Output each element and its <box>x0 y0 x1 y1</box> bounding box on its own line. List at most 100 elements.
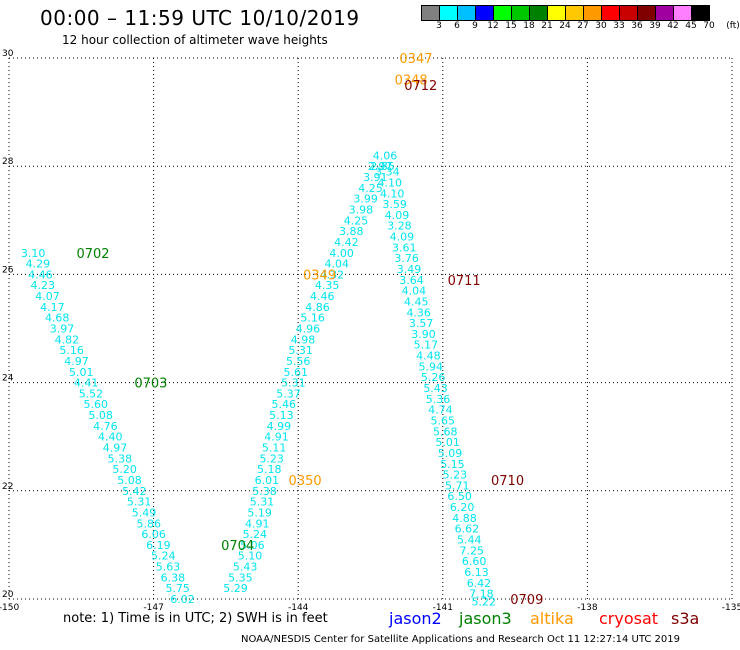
pass-time-label: 0712 <box>404 79 437 94</box>
swh-data-point: 5.09 <box>438 447 463 460</box>
scale-label: 39 <box>649 21 661 31</box>
swh-data-point: 4.86 <box>305 301 330 314</box>
swh-data-point: 4.98 <box>291 333 316 346</box>
swh-data-point: 6.38 <box>161 571 186 584</box>
swh-data-point: 5.31 <box>281 377 306 390</box>
swh-data-point: 3.99 <box>353 193 378 206</box>
x-tick-label: -150 <box>0 603 19 613</box>
page-title: 00:00 – 11:59 UTC 10/10/2019 <box>40 6 360 30</box>
pass-time-label: 0710 <box>491 474 524 489</box>
scale-swatch <box>620 6 638 20</box>
swh-data-point: 5.60 <box>84 398 109 411</box>
swh-data-point: 4.46 <box>310 290 335 303</box>
swh-data-point: 5.43 <box>423 382 448 395</box>
y-tick-label: 22 <box>2 482 13 492</box>
legend-cryosat: cryosat <box>599 609 659 628</box>
swh-data-point: 5.18 <box>257 463 282 476</box>
pass-time-label: 0703 <box>134 377 167 392</box>
swh-data-point: 3.61 <box>392 241 417 254</box>
scale-label: 21 <box>541 21 553 31</box>
swh-data-point: 4.74 <box>428 404 453 417</box>
swh-data-point: 4.46 <box>28 268 53 281</box>
swh-data-point: 6.50 <box>447 490 472 503</box>
swh-data-point: 6.06 <box>141 528 166 541</box>
pass-time-label: 0704 <box>221 539 254 554</box>
scale-label: 18 <box>523 21 535 31</box>
scale-swatch <box>638 6 656 20</box>
swh-data-point: 5.06 <box>240 539 265 552</box>
pass-time-label: 0349 <box>303 268 336 283</box>
swh-data-point: 4.97 <box>103 442 128 455</box>
scale-swatch <box>548 6 566 20</box>
scale-swatch <box>440 6 458 20</box>
swh-data-point: 5.75 <box>165 582 190 595</box>
swh-data-point: 3.98 <box>349 203 374 216</box>
page-subtitle: 12 hour collection of altimeter wave hei… <box>62 33 328 47</box>
swh-data-point: 5.31 <box>288 344 313 357</box>
y-tick-label: 26 <box>2 265 14 275</box>
swh-data-point: 4.25 <box>358 182 383 195</box>
swh-data-point: 5.56 <box>286 355 311 368</box>
swh-data-point: 6.20 <box>450 501 475 514</box>
swh-data-point: 4.97 <box>64 355 89 368</box>
swh-data-point: 2.85 <box>370 160 395 173</box>
swh-data-point: 4.10 <box>380 187 405 200</box>
swh-data-point: 6.13 <box>464 566 489 579</box>
swh-data-point: 5.52 <box>79 387 104 400</box>
swh-data-point: 6.62 <box>455 523 480 536</box>
swh-data-point: 7.18 <box>469 588 494 601</box>
swh-data-point: 5.38 <box>108 452 133 465</box>
swh-data-point: 4.00 <box>329 247 354 260</box>
scale-swatch <box>530 6 548 20</box>
scale-swatch <box>692 6 709 20</box>
swh-data-point: 6.02 <box>170 593 195 606</box>
legend-altika: altika <box>530 609 574 628</box>
swh-data-point: 5.17 <box>414 339 439 352</box>
scale-label: 9 <box>472 21 478 31</box>
swh-data-point: 5.71 <box>445 479 470 492</box>
swh-data-point: 6.01 <box>255 474 280 487</box>
swh-data-point: 3.59 <box>382 198 407 211</box>
swh-data-point: 4.91 <box>245 517 270 530</box>
color-scale <box>421 5 710 21</box>
scale-swatch <box>512 6 530 20</box>
swh-data-point: 4.68 <box>45 312 70 325</box>
swh-data-point: 4.04 <box>402 285 427 298</box>
x-tick-label: -147 <box>143 603 163 613</box>
legend-s3a: s3a <box>671 609 700 628</box>
swh-data-point: 5.23 <box>443 469 468 482</box>
swh-data-point: 5.61 <box>284 366 309 379</box>
swh-data-point: 5.08 <box>117 474 142 487</box>
pass-time-label: 0702 <box>76 247 109 262</box>
note-text: note: 1) Time is in UTC; 2) SWH is in fe… <box>63 611 328 626</box>
swh-data-point: 6.42 <box>467 577 492 590</box>
swh-data-point: 3.28 <box>387 220 412 233</box>
swh-data-point: 4.06 <box>373 149 398 162</box>
swh-data-point: 2.97 <box>368 160 393 173</box>
y-tick-label: 20 <box>2 590 14 600</box>
scale-swatch <box>584 6 602 20</box>
swh-data-point: 5.26 <box>421 371 446 384</box>
scale-label: 45 <box>685 21 697 31</box>
pass-time-label: 0348 <box>395 74 428 89</box>
swh-data-point: 5.29 <box>223 582 248 595</box>
scale-swatch <box>494 6 512 20</box>
swh-data-point: 5.94 <box>419 360 444 373</box>
swh-data-point: 3.91 <box>363 171 388 184</box>
swh-data-point: 4.17 <box>40 301 65 314</box>
scale-label: 24 <box>559 21 571 31</box>
swh-data-point: 4.41 <box>74 377 99 390</box>
scale-swatch <box>458 6 476 20</box>
scale-swatch <box>476 6 494 20</box>
scale-label: 12 <box>487 21 499 31</box>
swh-data-point: 5.31 <box>250 496 275 509</box>
swh-data-point: 3.57 <box>409 317 434 330</box>
swh-data-point: 3.88 <box>339 225 364 238</box>
swh-data-point: 5.20 <box>112 463 137 476</box>
swh-data-point: 5.15 <box>440 458 465 471</box>
swh-data-point: 5.63 <box>156 561 181 574</box>
pass-time-label: 0711 <box>448 274 481 289</box>
swh-data-point: 5.36 <box>426 393 451 406</box>
swh-data-point: 6.60 <box>462 555 487 568</box>
swh-data-point: 4.82 <box>55 333 80 346</box>
